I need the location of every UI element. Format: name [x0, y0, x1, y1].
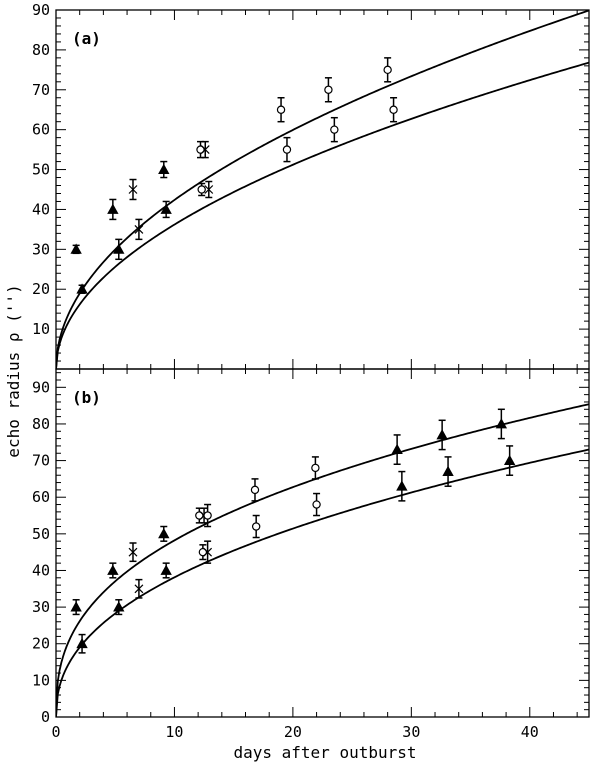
data-point-circle [197, 185, 206, 194]
data-point-triangle [70, 243, 82, 254]
data-point-cross [204, 185, 214, 194]
y-tick-label: 90 [32, 1, 50, 19]
y-tick-label: 10 [32, 671, 50, 689]
data-point-triangle [76, 283, 88, 294]
data-point-triangle [113, 243, 125, 254]
y-tick-label: 70 [32, 452, 50, 470]
data-point-circle [276, 105, 286, 114]
data-point-triangle [503, 454, 516, 465]
cross-stroke [203, 547, 213, 557]
y-axis-title: echo radius ρ ('') [4, 284, 23, 457]
plot-area [56, 10, 589, 369]
cross-stroke [204, 185, 214, 194]
cross-stroke [134, 584, 144, 594]
x-tick-label: 10 [165, 723, 183, 741]
data-point-triangle [436, 429, 448, 440]
data-point-triangle [158, 528, 170, 539]
y-tick-label: 0 [41, 708, 50, 726]
data-point-circle [198, 547, 208, 557]
y-tick-label: 40 [32, 561, 50, 579]
data-point-triangle [160, 203, 172, 214]
y-tick-label: 40 [32, 200, 50, 218]
y-tick-label: 30 [32, 598, 50, 616]
data-point-triangle [76, 637, 88, 649]
data-point-triangle [396, 480, 408, 491]
data-point-circle [196, 145, 205, 154]
x-tick-label: 20 [284, 723, 302, 741]
y-tick-label: 80 [32, 415, 50, 433]
y-tick-label: 60 [32, 121, 50, 139]
cross-stroke [128, 547, 138, 557]
y-tick-label: 20 [32, 635, 50, 653]
panel-label: (a) [72, 29, 101, 48]
data-point-triangle [158, 163, 170, 174]
y-tick-label: 60 [32, 488, 50, 506]
y-tick-label: 20 [32, 280, 50, 298]
panel-label: (b) [72, 388, 101, 407]
x-axis-title: days after outburst [233, 743, 416, 762]
data-point-cross [200, 145, 210, 155]
data-point-cross [203, 547, 213, 557]
data-point-circle [250, 485, 260, 495]
y-tick-label: 70 [32, 81, 50, 99]
cross-stroke [200, 145, 210, 155]
y-tick-label: 50 [32, 525, 50, 543]
y-tick-label: 90 [32, 378, 50, 396]
data-point-circle [195, 511, 204, 520]
plot-area [56, 403, 589, 717]
panel-a: 10 20 30 40 50 60 70 80 90 (a) [32, 1, 590, 370]
cross-stroke [128, 185, 138, 194]
x-tick-label: 30 [402, 723, 420, 741]
data-point-triangle [495, 418, 508, 429]
data-point-circle [389, 105, 398, 114]
data-point-cross [134, 584, 144, 594]
data-point-circle [311, 463, 320, 473]
data-point-triangle [442, 465, 454, 476]
fit-curve [56, 448, 589, 717]
data-point-cross [134, 224, 144, 234]
data-point-triangle [391, 443, 403, 454]
data-point-triangle [113, 601, 125, 612]
data-point-cross [128, 185, 138, 194]
y-tick-label: 30 [32, 240, 50, 258]
data-point-triangle [107, 203, 119, 214]
data-point-triangle [70, 601, 82, 612]
plot-frame [55, 368, 590, 718]
y-tick-label: 50 [32, 161, 50, 179]
panel-b: 0 10 20 30 40 50 60 70 80 90 0 10 20 30 40 (b) [32, 368, 590, 741]
data-point-triangle [107, 564, 119, 575]
fit-curve [56, 10, 589, 369]
data-point-circle [282, 145, 292, 154]
cross-stroke [134, 224, 144, 234]
fit-curve [56, 61, 589, 369]
data-point-circle [330, 125, 339, 134]
data-point-triangle [160, 564, 172, 575]
plot-frame [55, 9, 590, 370]
data-point-circle [251, 522, 261, 531]
data-point-circle [203, 511, 212, 520]
y-tick-label: 80 [32, 41, 50, 59]
data-point-cross [128, 547, 138, 557]
y-tick-label: 10 [32, 320, 50, 338]
x-tick-label: 40 [521, 723, 539, 741]
data-point-circle [312, 500, 321, 509]
x-tick-label: 0 [51, 723, 60, 741]
data-point-circle [324, 85, 333, 94]
data-point-circle [383, 65, 392, 75]
